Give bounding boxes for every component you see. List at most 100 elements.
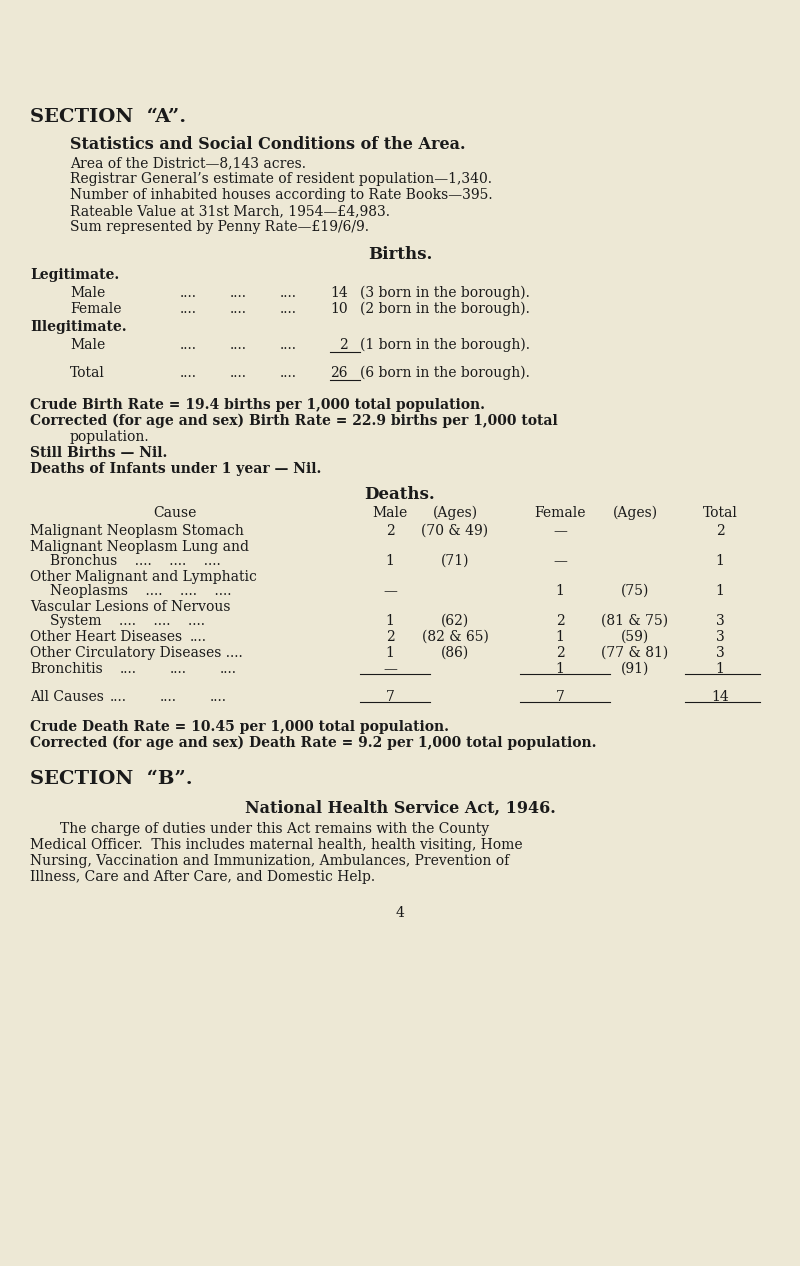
Text: Deaths.: Deaths. bbox=[365, 486, 435, 503]
Text: 2: 2 bbox=[556, 646, 564, 660]
Text: Number of inhabited houses according to Rate Books—395.: Number of inhabited houses according to … bbox=[70, 187, 493, 203]
Text: 1: 1 bbox=[386, 555, 394, 568]
Text: —: — bbox=[553, 555, 567, 568]
Text: 2: 2 bbox=[556, 614, 564, 628]
Text: 1: 1 bbox=[386, 646, 394, 660]
Text: —: — bbox=[383, 662, 397, 676]
Text: 7: 7 bbox=[386, 690, 394, 704]
Text: (91): (91) bbox=[621, 662, 649, 676]
Text: 2: 2 bbox=[339, 338, 348, 352]
Text: 1: 1 bbox=[715, 555, 725, 568]
Text: Bronchus    ....    ....    ....: Bronchus .... .... .... bbox=[50, 555, 221, 568]
Text: Registrar General’s estimate of resident population—1,340.: Registrar General’s estimate of resident… bbox=[70, 172, 492, 186]
Text: ....: .... bbox=[210, 690, 227, 704]
Text: ....: .... bbox=[180, 366, 197, 380]
Text: Area of the District—8,143 acres.: Area of the District—8,143 acres. bbox=[70, 156, 306, 170]
Text: 10: 10 bbox=[330, 303, 348, 316]
Text: 1: 1 bbox=[555, 584, 565, 598]
Text: Other Circulatory Diseases ....: Other Circulatory Diseases .... bbox=[30, 646, 242, 660]
Text: Legitimate.: Legitimate. bbox=[30, 268, 119, 282]
Text: (1 born in the borough).: (1 born in the borough). bbox=[360, 338, 530, 352]
Text: 1: 1 bbox=[555, 630, 565, 644]
Text: 1: 1 bbox=[715, 584, 725, 598]
Text: (62): (62) bbox=[441, 614, 469, 628]
Text: 1: 1 bbox=[715, 662, 725, 676]
Text: The charge of duties under this Act remains with the County: The charge of duties under this Act rema… bbox=[60, 822, 489, 836]
Text: Illegitimate.: Illegitimate. bbox=[30, 320, 126, 334]
Text: 4: 4 bbox=[395, 906, 405, 920]
Text: (71): (71) bbox=[441, 555, 470, 568]
Text: ....: .... bbox=[280, 286, 297, 300]
Text: ....: .... bbox=[190, 630, 207, 644]
Text: 14: 14 bbox=[330, 286, 348, 300]
Text: SECTION  “A”.: SECTION “A”. bbox=[30, 108, 186, 127]
Text: ....: .... bbox=[110, 690, 127, 704]
Text: National Health Service Act, 1946.: National Health Service Act, 1946. bbox=[245, 800, 555, 817]
Text: ....: .... bbox=[280, 303, 297, 316]
Text: Other Heart Diseases: Other Heart Diseases bbox=[30, 630, 182, 644]
Text: ....: .... bbox=[160, 690, 177, 704]
Text: Neoplasms    ....    ....    ....: Neoplasms .... .... .... bbox=[50, 584, 231, 598]
Text: (Ages): (Ages) bbox=[433, 506, 478, 520]
Text: Vascular Lesions of Nervous: Vascular Lesions of Nervous bbox=[30, 600, 230, 614]
Text: Male: Male bbox=[372, 506, 408, 520]
Text: (81 & 75): (81 & 75) bbox=[602, 614, 669, 628]
Text: Statistics and Social Conditions of the Area.: Statistics and Social Conditions of the … bbox=[70, 135, 466, 153]
Text: (Ages): (Ages) bbox=[613, 506, 658, 520]
Text: 3: 3 bbox=[716, 646, 724, 660]
Text: Still Births — Nil.: Still Births — Nil. bbox=[30, 446, 167, 460]
Text: 3: 3 bbox=[716, 614, 724, 628]
Text: 1: 1 bbox=[555, 662, 565, 676]
Text: ....: .... bbox=[180, 286, 197, 300]
Text: ....: .... bbox=[230, 303, 247, 316]
Text: Female: Female bbox=[70, 303, 122, 316]
Text: Nursing, Vaccination and Immunization, Ambulances, Prevention of: Nursing, Vaccination and Immunization, A… bbox=[30, 855, 510, 868]
Text: Male: Male bbox=[70, 286, 106, 300]
Text: Corrected (for age and sex) Death Rate = 9.2 per 1,000 total population.: Corrected (for age and sex) Death Rate =… bbox=[30, 736, 597, 751]
Text: Deaths of Infants under 1 year — Nil.: Deaths of Infants under 1 year — Nil. bbox=[30, 462, 322, 476]
Text: Male: Male bbox=[70, 338, 106, 352]
Text: 2: 2 bbox=[716, 524, 724, 538]
Text: (6 born in the borough).: (6 born in the borough). bbox=[360, 366, 530, 380]
Text: (82 & 65): (82 & 65) bbox=[422, 630, 489, 644]
Text: 1: 1 bbox=[386, 614, 394, 628]
Text: SECTION  “B”.: SECTION “B”. bbox=[30, 770, 193, 787]
Text: ....: .... bbox=[180, 303, 197, 316]
Text: —: — bbox=[553, 524, 567, 538]
Text: (70 & 49): (70 & 49) bbox=[422, 524, 489, 538]
Text: ....: .... bbox=[230, 286, 247, 300]
Text: (77 & 81): (77 & 81) bbox=[602, 646, 669, 660]
Text: 2: 2 bbox=[386, 524, 394, 538]
Text: Crude Death Rate = 10.45 per 1,000 total population.: Crude Death Rate = 10.45 per 1,000 total… bbox=[30, 720, 449, 734]
Text: Cause: Cause bbox=[154, 506, 197, 520]
Text: Other Malignant and Lymphatic: Other Malignant and Lymphatic bbox=[30, 570, 257, 584]
Text: Malignant Neoplasm Lung and: Malignant Neoplasm Lung and bbox=[30, 541, 249, 555]
Text: Illness, Care and After Care, and Domestic Help.: Illness, Care and After Care, and Domest… bbox=[30, 870, 375, 884]
Text: (75): (75) bbox=[621, 584, 649, 598]
Text: population.: population. bbox=[70, 430, 150, 444]
Text: (3 born in the borough).: (3 born in the borough). bbox=[360, 286, 530, 300]
Text: ....: .... bbox=[280, 366, 297, 380]
Text: Crude Birth Rate = 19.4 births per 1,000 total population.: Crude Birth Rate = 19.4 births per 1,000… bbox=[30, 398, 485, 411]
Text: (2 born in the borough).: (2 born in the borough). bbox=[360, 303, 530, 316]
Text: ....: .... bbox=[230, 338, 247, 352]
Text: Rateable Value at 31st March, 1954—£4,983.: Rateable Value at 31st March, 1954—£4,98… bbox=[70, 204, 390, 218]
Text: ....: .... bbox=[220, 662, 237, 676]
Text: ....: .... bbox=[120, 662, 137, 676]
Text: 7: 7 bbox=[555, 690, 565, 704]
Text: System    ....    ....    ....: System .... .... .... bbox=[50, 614, 205, 628]
Text: ....: .... bbox=[230, 366, 247, 380]
Text: Total: Total bbox=[702, 506, 738, 520]
Text: Malignant Neoplasm Stomach: Malignant Neoplasm Stomach bbox=[30, 524, 244, 538]
Text: Total: Total bbox=[70, 366, 105, 380]
Text: ....: .... bbox=[280, 338, 297, 352]
Text: Female: Female bbox=[534, 506, 586, 520]
Text: Bronchitis: Bronchitis bbox=[30, 662, 102, 676]
Text: 26: 26 bbox=[330, 366, 348, 380]
Text: 14: 14 bbox=[711, 690, 729, 704]
Text: 2: 2 bbox=[386, 630, 394, 644]
Text: (86): (86) bbox=[441, 646, 469, 660]
Text: 3: 3 bbox=[716, 630, 724, 644]
Text: Corrected (for age and sex) Birth Rate = 22.9 births per 1,000 total: Corrected (for age and sex) Birth Rate =… bbox=[30, 414, 558, 428]
Text: Medical Officer.  This includes maternal health, health visiting, Home: Medical Officer. This includes maternal … bbox=[30, 838, 522, 852]
